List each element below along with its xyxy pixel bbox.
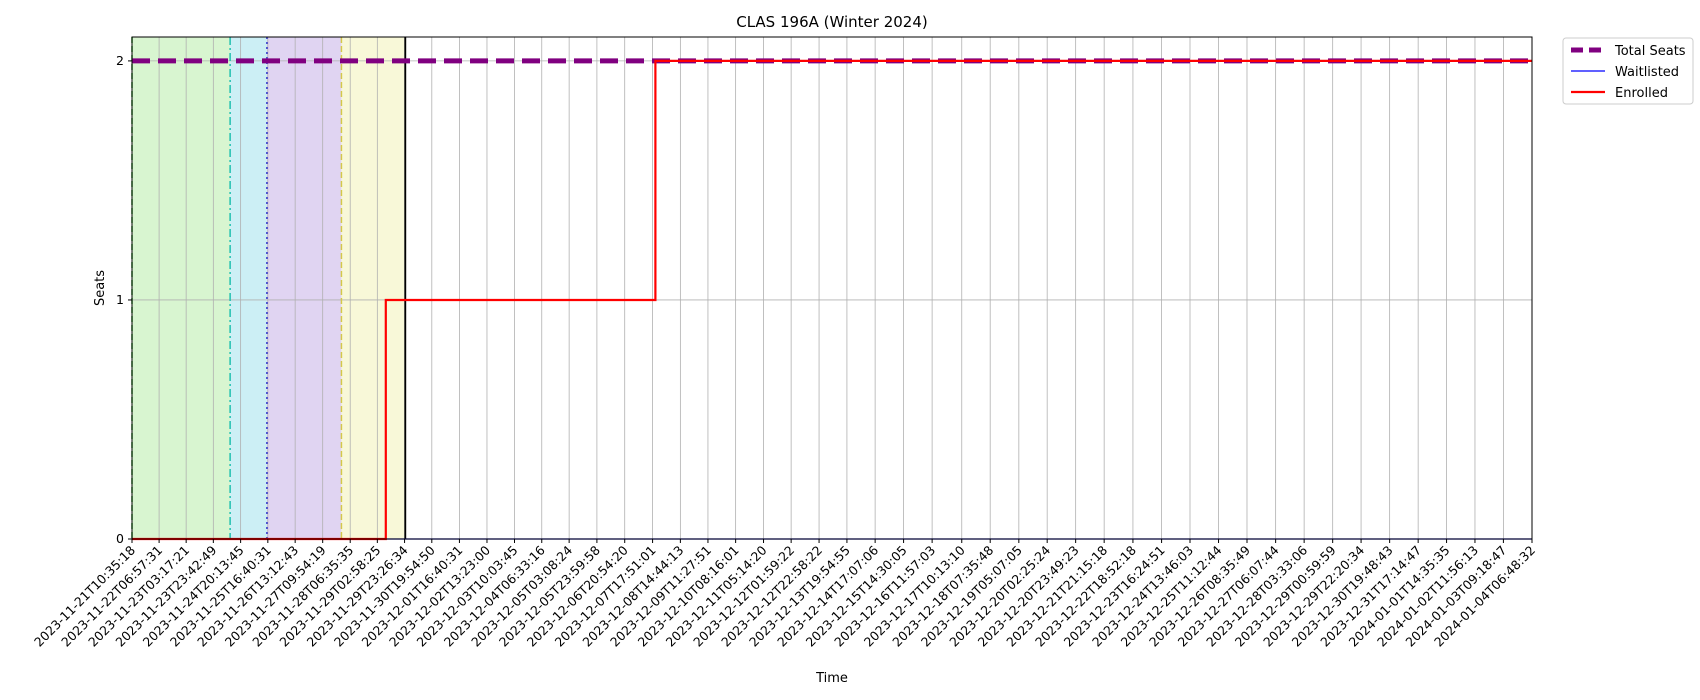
shaded-period-0 [132, 37, 231, 539]
shaded-period-3 [341, 37, 406, 539]
shaded-period-1 [230, 37, 267, 539]
chart-title: CLAS 196A (Winter 2024) [736, 13, 927, 31]
plot-frame [131, 36, 1533, 540]
y-axis-label: Seats [93, 270, 108, 306]
y-tick-label-1: 1 [116, 292, 124, 307]
legend-label-0: Total Seats [1614, 44, 1686, 59]
y-tick-label-0: 0 [116, 531, 124, 546]
shaded-period-2 [266, 37, 342, 539]
legend-label-2: Enrolled [1615, 86, 1668, 101]
legend-label-1: Waitlisted [1615, 65, 1679, 80]
legend-box [1562, 37, 1694, 105]
y-tick-label-2: 2 [116, 53, 124, 68]
x-axis-label: Time [815, 671, 848, 686]
